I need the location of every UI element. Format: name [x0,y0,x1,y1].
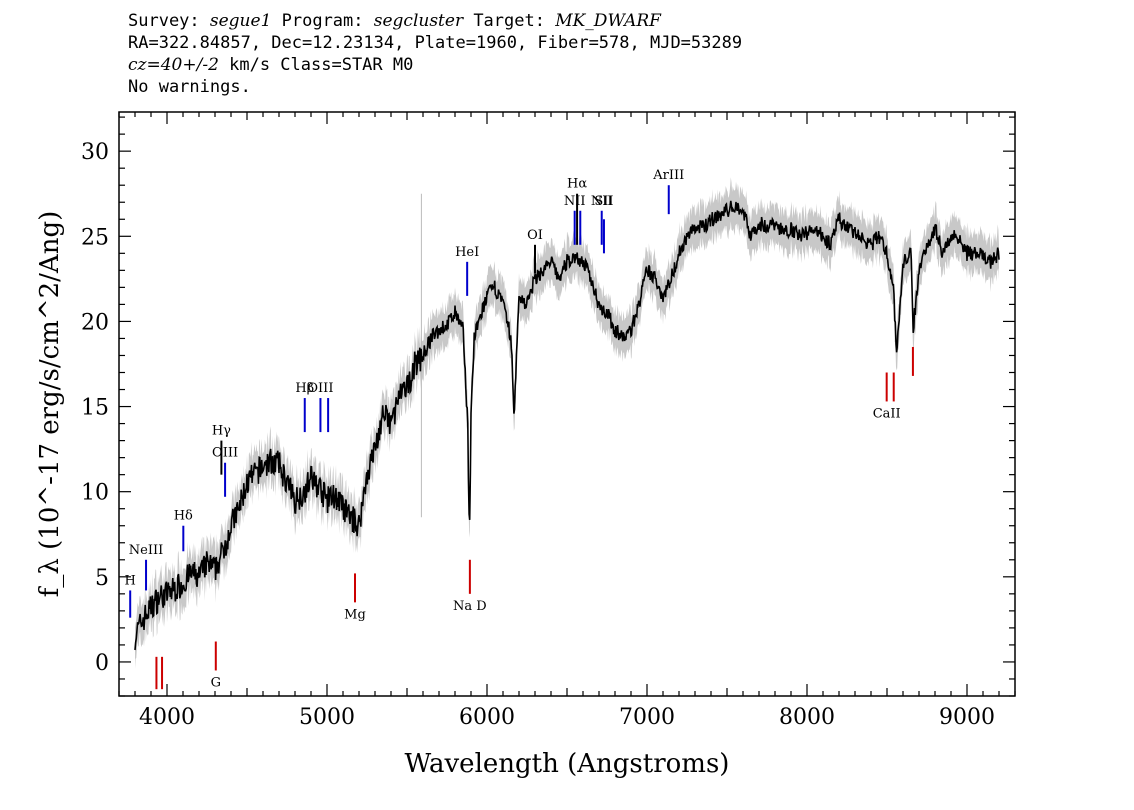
header-line-survey: Survey: segue1 Program: segcluster Targe… [128,10,742,32]
line-label: Mg [344,607,366,622]
line-label: OIII [307,381,333,396]
line-label: Hα [567,177,587,192]
flux-series [134,200,1000,651]
line-label: Hδ [174,509,193,524]
y-tick-label: 5 [95,566,109,591]
x-tick-label: 9000 [939,705,995,730]
flux-line [134,200,1000,651]
line-label: G [211,675,221,690]
spectrum-header: Survey: segue1 Program: segcluster Targe… [128,10,742,98]
header-line-coords: RA=322.84857, Dec=12.23134, Plate=1960, … [128,33,743,53]
line-label: NII [564,194,586,209]
program-label: Program: [271,11,374,31]
line-label: Hβ [295,381,314,396]
header-line-redshift: cz=40+/-2 km/s Class=STAR M0 [128,54,742,76]
y-tick-label: 0 [95,651,109,676]
y-tick-label: 20 [81,310,109,335]
target-label: Target: [463,11,556,31]
spectral-line-markers: HNeIIIHδHγOIIIHβOIIIHeIOINIIHαNIISIIArII… [125,168,914,690]
line-label: Hγ [212,424,231,439]
y-axis-label: f_λ (10^-17 erg/s/cm^2/Ang) [35,211,65,597]
line-label: OIII [212,446,238,461]
y-tick-label: 10 [81,481,109,506]
redshift-value: cz=40+/-2 [128,55,219,75]
survey-value: segue1 [209,11,272,31]
x-tick-label: 8000 [779,705,835,730]
line-label: HeI [455,245,479,260]
line-label: NeIII [129,543,163,558]
header-line-warnings: No warnings. [128,77,251,97]
error-band [135,177,999,669]
x-tick-label: 4000 [139,705,195,730]
line-label: ArIII [652,168,684,183]
class-value: km/s Class=STAR M0 [218,55,414,75]
line-label: SII [594,194,613,209]
y-tick-label: 25 [81,225,109,250]
y-tick-label: 30 [81,140,109,165]
x-axis: 4000 5000 6000 7000 8000 9000 [118,112,1016,730]
y-tick-label: 15 [81,396,109,421]
line-label: H [125,573,136,588]
line-label: NII [591,194,613,209]
error-band-fill [135,177,999,669]
x-axis-label: Wavelength (Angstroms) [405,749,730,779]
x-tick-label: 6000 [459,705,515,730]
survey-label: Survey: [128,11,210,31]
line-label: CaII [873,406,901,421]
y-axis: 0 5 10 15 20 25 30 [81,116,1015,697]
program-value: segcluster [373,11,464,31]
x-tick-label: 7000 [619,705,675,730]
target-value: MK_DWARF [555,11,661,31]
x-tick-label: 5000 [299,705,355,730]
line-label: OI [527,228,543,243]
line-label: Na D [453,599,487,614]
